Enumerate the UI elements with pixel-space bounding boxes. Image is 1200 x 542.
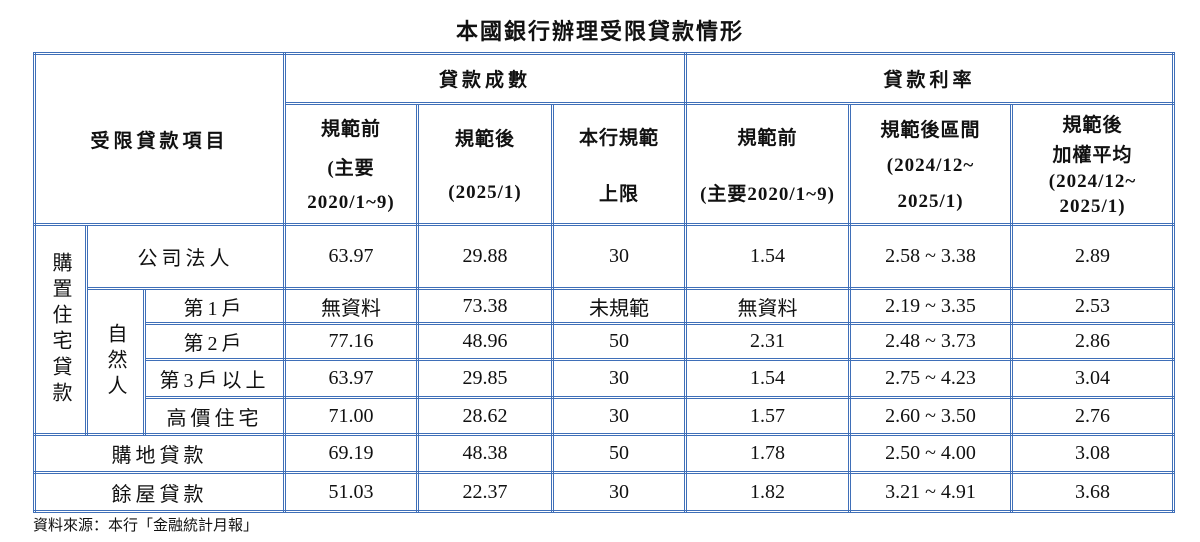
cell: 30 [551,396,687,436]
header-line: (2024/12~ [1048,170,1137,192]
row-label: 第2戶 [143,322,286,361]
cell: 1.54 [684,358,851,399]
source-note: 資料來源：本行「金融統計月報」 [33,518,259,534]
cell: 50 [551,433,687,474]
header-row: 規範前 (主要 2020/1~9) 規範後 (2025/1) 本行規範 上限 規範前 (主要20… [35,102,1175,226]
cell: 2.19 ~ 3.35 [848,287,1013,325]
data-row: 高價住宅 71.00 28.62 30 1.57 2.60 ~ 3.50 2.76 [35,396,1175,436]
cell: 22.37 [416,471,554,513]
cell: 30 [551,223,687,290]
header-lines: 本行規範 上限 [554,108,684,220]
row-label: 高價住宅 [143,396,286,436]
cell: 1.82 [684,471,851,513]
cell: 無資料 [684,287,851,325]
header-line: (主要 [327,158,375,179]
cell: 3.21 ~ 4.91 [848,471,1013,513]
cell: 28.62 [416,396,554,436]
cell: 63.97 [283,358,419,399]
cell: 48.96 [416,322,554,361]
data-row: 購地貸款 69.19 48.38 50 1.78 2.50 ~ 4.00 3.08 [33,433,1175,474]
row-label: 第1戶 [143,287,286,325]
cell: 2.50 ~ 4.00 [848,433,1013,474]
cell: 71.00 [283,396,419,436]
cell: 69.19 [283,433,419,474]
column-header: 規範前 (主要 2020/1~9) [283,102,419,226]
header-lines: 規範後 (2025/1) [419,108,551,220]
cell: 50 [551,322,687,361]
header-line: (主要2020/1~9) [700,183,835,205]
column-header: 規範前 (主要2020/1~9) [684,102,851,226]
cell: 2.31 [684,322,851,361]
cell: 29.88 [416,223,554,290]
row-label: 購地貸款 [33,433,286,474]
data-row: 自然人 第1戶 無資料 73.38 未規範 無資料 2.19 ~ 3.35 2.53 [35,287,1175,436]
cell: 30 [551,471,687,513]
row-label: 餘屋貸款 [33,471,286,513]
header-lines: 規範後加權平均 (2024/12~ 2025/1) [1013,108,1172,220]
table: 受限貸款項目 貸款成數 貸款利率 規範前 (主要 2020/1~9) 規範後 (2025/1)… [33,52,1175,513]
cell: 2.89 [1010,223,1175,290]
column-header: 本行規範 上限 [551,102,687,226]
cell: 2.86 [1010,322,1175,361]
cell: 2.53 [1010,287,1175,325]
data-row: 第2戶 77.16 48.96 50 2.31 2.48 ~ 3.73 2.86 [35,322,1175,361]
cell: 48.38 [416,433,554,474]
header-line: 加權平均 [1052,145,1133,167]
header-lines: 規範後區間 (2024/12~ 2025/1) [851,108,1010,220]
header-line: 規範前 [320,119,381,140]
subgroup-label: 自然人 [104,322,126,401]
cell: 29.85 [416,358,554,399]
data-row: 第3戶以上 63.97 29.85 30 1.54 2.75 ~ 4.23 3.04 [35,358,1175,399]
group-label-cell: 購置住宅貸款 [33,223,88,436]
header-lines: 規範前 (主要 2020/1~9) [286,108,416,220]
cell: 77.16 [283,322,419,361]
item-header: 受限貸款項目 [33,52,286,226]
header-line: (2024/12~ [886,155,975,177]
header-line: 規範後 [1062,114,1123,136]
cell: 2.75 ~ 4.23 [848,358,1013,399]
header-line: 2020/1~9) [307,192,395,213]
title: 本國銀行辦理受限貸款情形 [455,19,744,44]
header-line: 規範後區間 [880,119,981,141]
header-line: 上限 [598,183,639,205]
header-line: (2025/1) [448,182,522,204]
row-label: 公司法人 [85,223,286,290]
cell: 63.97 [283,223,419,290]
cell: 無資料 [283,287,419,325]
cell: 未規範 [551,287,687,325]
cell: 3.04 [1010,358,1175,399]
cell: 73.38 [416,287,554,325]
cell: 2.58 ~ 3.38 [848,223,1013,290]
group-label: 購置住宅貸款 [49,251,71,408]
header-lines: 規範前 (主要2020/1~9) [687,108,848,220]
cell: 3.68 [1010,471,1175,513]
header-line: 2025/1) [897,191,964,213]
cell: 1.57 [684,396,851,436]
data-row: 購置住宅貸款 公司法人 63.97 29.88 30 1.54 2.58 ~ 3.38 2.8… [33,223,1175,436]
cell: 2.60 ~ 3.50 [848,396,1013,436]
group-header: 貸款利率 [684,52,1175,105]
header-line: 本行規範 [578,127,659,149]
cell: 1.54 [684,223,851,290]
cell: 3.08 [1010,433,1175,474]
cell: 51.03 [283,471,419,513]
subgroup-label-cell: 自然人 [85,287,146,436]
cell: 1.78 [684,433,851,474]
row-label: 第3戶以上 [143,358,286,399]
column-header: 規範後 (2025/1) [416,102,554,226]
header-line: 2025/1) [1059,196,1126,218]
header-line: 規範後 [454,128,515,150]
header-row: 受限貸款項目 貸款成數 貸款利率 [33,52,1175,226]
cell: 2.76 [1010,396,1175,436]
column-header: 規範後區間 (2024/12~ 2025/1) [848,102,1013,226]
cell: 2.48 ~ 3.73 [848,322,1013,361]
data-row: 餘屋貸款 51.03 22.37 30 1.82 3.21 ~ 4.91 3.68 [33,471,1175,513]
column-header: 規範後加權平均 (2024/12~ 2025/1) [1010,102,1175,226]
header-line: 規範前 [737,127,798,149]
cell: 30 [551,358,687,399]
group-header: 貸款成數 [283,52,687,105]
